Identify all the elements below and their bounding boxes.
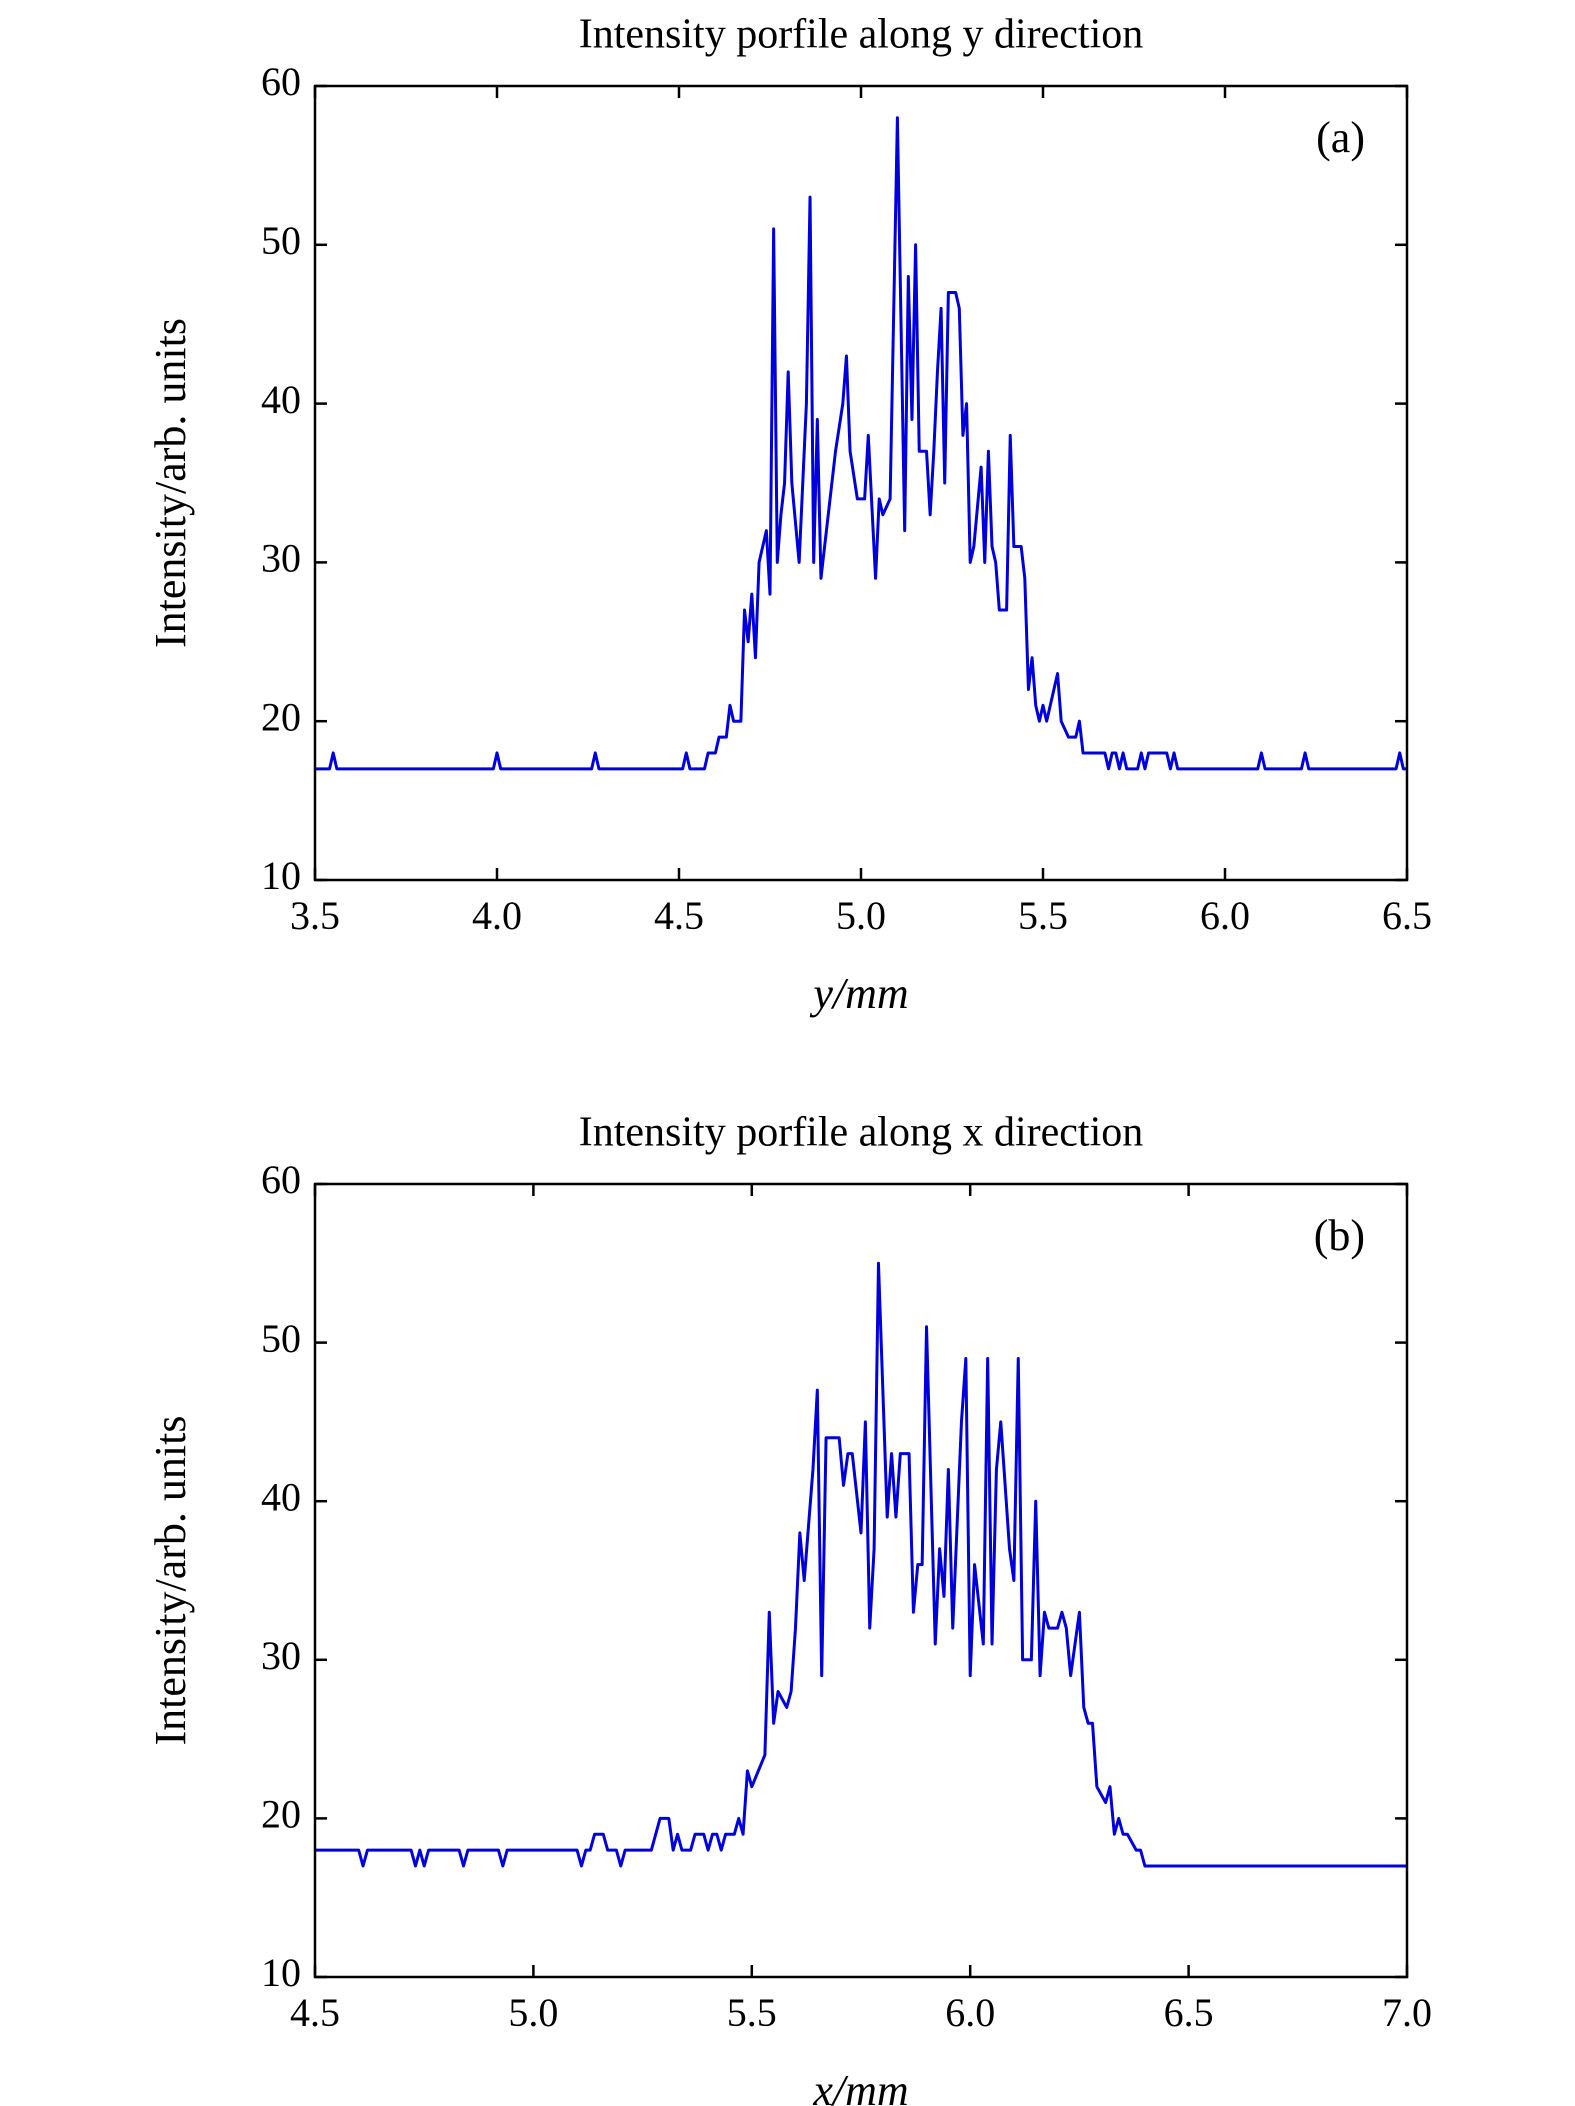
y-tick-label: 60 bbox=[261, 1157, 301, 1202]
data-line bbox=[315, 116, 1407, 771]
plot-frame bbox=[313, 1182, 1409, 1979]
y-tick-label: 50 bbox=[261, 218, 301, 263]
y-tick-label: 10 bbox=[261, 1950, 301, 1995]
x-axis-label: y/mm bbox=[809, 969, 908, 1018]
y-axis-label: Intensity/arb. units bbox=[146, 318, 195, 648]
y-tick-label: 10 bbox=[261, 853, 301, 898]
plot-frame bbox=[313, 84, 1409, 882]
x-tick-label: 6.5 bbox=[1164, 1990, 1214, 2035]
x-tick-label: 4.0 bbox=[472, 893, 522, 938]
x-tick-label: 4.5 bbox=[290, 1990, 340, 2035]
y-tick-label: 50 bbox=[261, 1316, 301, 1361]
chart-title: Intensity porfile along x direction bbox=[579, 1110, 1144, 1156]
y-tick-label: 30 bbox=[261, 536, 301, 581]
x-axis-label: x/mm bbox=[812, 2066, 908, 2106]
panel-label: (b) bbox=[1314, 1211, 1365, 1260]
x-tick-label: 4.5 bbox=[654, 893, 704, 938]
x-tick-label: 5.0 bbox=[836, 893, 886, 938]
chart-panel: Intensity porfile along y direction 3.5 4.… bbox=[146, 12, 1432, 1018]
x-tick-label: 5.0 bbox=[508, 1990, 558, 2035]
y-tick-label: 20 bbox=[261, 1792, 301, 1837]
x-tick-label: 7.0 bbox=[1382, 1990, 1432, 2035]
x-tick-label: 5.5 bbox=[1018, 893, 1068, 938]
y-tick-label: 30 bbox=[261, 1633, 301, 1678]
y-tick-label: 40 bbox=[261, 377, 301, 422]
x-tick-label: 6.0 bbox=[945, 1990, 995, 2035]
chart-title: Intensity porfile along y direction bbox=[579, 12, 1144, 58]
x-tick-label: 6.5 bbox=[1382, 893, 1432, 938]
y-axis-label: Intensity/arb. units bbox=[146, 1416, 195, 1746]
y-tick-label: 20 bbox=[261, 694, 301, 739]
x-tick-label: 3.5 bbox=[290, 893, 340, 938]
x-tick-label: 5.5 bbox=[727, 1990, 777, 2035]
x-tick-label: 6.0 bbox=[1200, 893, 1250, 938]
panel-label: (a) bbox=[1316, 113, 1365, 162]
y-tick-label: 40 bbox=[261, 1474, 301, 1519]
data-line bbox=[315, 1261, 1407, 1868]
chart-panel: Intensity porfile along x direction 4.5 5.… bbox=[146, 1110, 1432, 2106]
y-tick-label: 60 bbox=[261, 59, 301, 104]
